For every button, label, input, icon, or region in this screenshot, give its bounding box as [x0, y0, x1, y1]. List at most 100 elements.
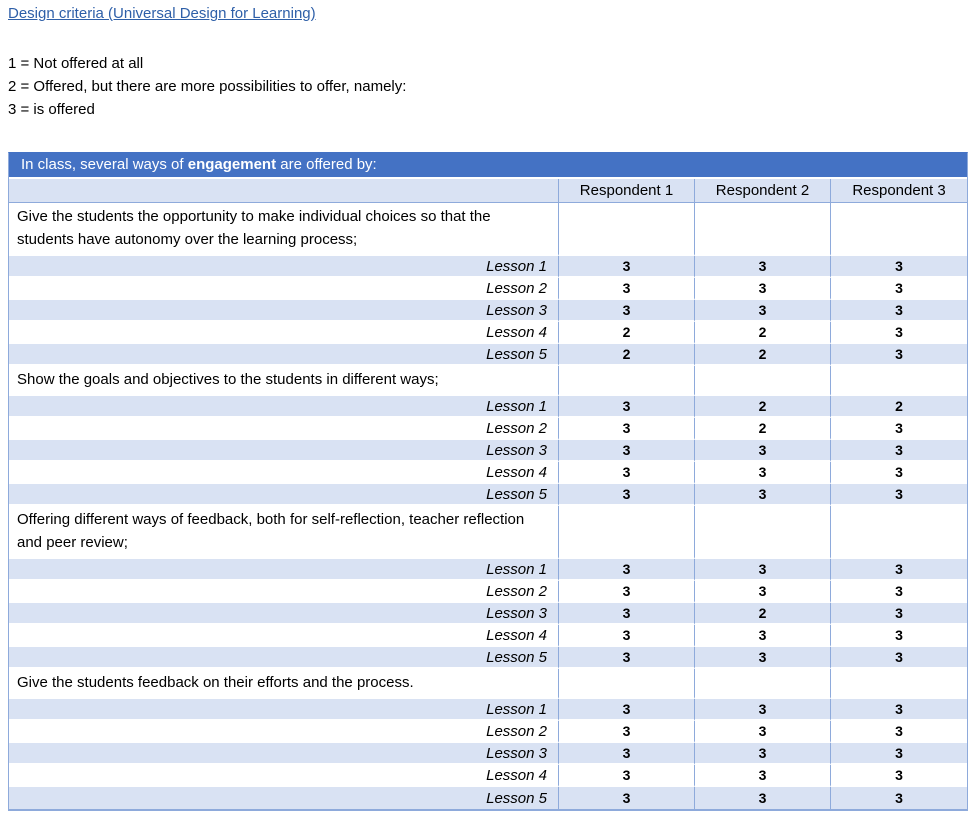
column-header-respondent-3: Respondent 3 [831, 179, 968, 203]
score-cell: 3 [831, 278, 968, 300]
criterion-empty-cell [695, 203, 831, 256]
score-cell: 3 [559, 647, 695, 669]
score-cell: 2 [695, 418, 831, 440]
score-cell: 2 [695, 396, 831, 418]
lesson-label: Lesson 1 [9, 699, 559, 721]
criterion-empty-cell [695, 669, 831, 699]
score-cell: 3 [831, 787, 968, 809]
score-cell: 3 [831, 559, 968, 581]
score-cell: 3 [695, 625, 831, 647]
criterion-empty-cell [831, 203, 968, 256]
score-cell: 3 [831, 743, 968, 765]
score-cell: 3 [831, 721, 968, 743]
score-cell: 3 [831, 440, 968, 462]
score-cell: 2 [695, 344, 831, 366]
score-cell: 3 [695, 647, 831, 669]
column-header-respondent-2: Respondent 2 [695, 179, 831, 203]
score-cell: 3 [695, 721, 831, 743]
banner-prefix: In class, several ways of [21, 156, 188, 173]
legend-line-3: 3 = is offered [8, 101, 95, 118]
criterion-text: Show the goals and objectives to the stu… [9, 366, 559, 396]
lesson-label: Lesson 2 [9, 721, 559, 743]
score-cell: 3 [831, 581, 968, 603]
column-header-respondent-1: Respondent 1 [559, 179, 695, 203]
score-cell: 3 [831, 625, 968, 647]
lesson-label: Lesson 1 [9, 559, 559, 581]
score-cell: 3 [695, 699, 831, 721]
score-cell: 3 [831, 462, 968, 484]
score-cell: 3 [831, 603, 968, 625]
score-cell: 3 [559, 699, 695, 721]
score-cell: 3 [559, 300, 695, 322]
lesson-label: Lesson 1 [9, 396, 559, 418]
criterion-text: Give the students the opportunity to mak… [9, 203, 559, 256]
criterion-empty-cell [831, 366, 968, 396]
table-banner-row: In class, several ways of engagement are… [9, 153, 968, 179]
score-cell: 3 [559, 484, 695, 506]
criterion-empty-cell [559, 506, 695, 559]
score-cell: 3 [695, 462, 831, 484]
table-body: In class, several ways of engagement are… [9, 153, 968, 809]
criterion-empty-cell [559, 203, 695, 256]
lesson-label: Lesson 2 [9, 418, 559, 440]
criterion-text: Give the students feedback on their effo… [9, 669, 559, 699]
score-cell: 2 [695, 322, 831, 344]
criterion-row: Give the students feedback on their effo… [9, 669, 968, 699]
score-legend: 1 = Not offered at all 2 = Offered, but … [8, 52, 968, 121]
score-cell: 3 [695, 440, 831, 462]
score-cell: 3 [559, 462, 695, 484]
score-cell: 3 [559, 256, 695, 278]
criterion-empty-cell [695, 366, 831, 396]
lesson-label: Lesson 4 [9, 765, 559, 787]
lesson-label: Lesson 5 [9, 787, 559, 809]
lesson-label: Lesson 4 [9, 625, 559, 647]
score-cell: 3 [695, 300, 831, 322]
criterion-empty-cell [695, 506, 831, 559]
score-cell: 3 [831, 647, 968, 669]
criterion-empty-cell [831, 506, 968, 559]
legend-line-1: 1 = Not offered at all [8, 55, 144, 72]
score-cell: 3 [559, 581, 695, 603]
lesson-label: Lesson 5 [9, 344, 559, 366]
score-cell: 3 [831, 344, 968, 366]
score-cell: 3 [695, 743, 831, 765]
lesson-label: Lesson 3 [9, 440, 559, 462]
score-cell: 2 [831, 396, 968, 418]
engagement-scores-table: In class, several ways of engagement are… [8, 152, 969, 811]
score-cell: 3 [559, 721, 695, 743]
banner-suffix: are offered by: [276, 156, 377, 173]
score-cell: 3 [831, 418, 968, 440]
criterion-row: Show the goals and objectives to the stu… [9, 366, 968, 396]
score-cell: 3 [695, 256, 831, 278]
score-cell: 3 [559, 418, 695, 440]
score-cell: 3 [559, 278, 695, 300]
score-cell: 3 [695, 787, 831, 809]
legend-line-2: 2 = Offered, but there are more possibil… [8, 78, 407, 95]
lesson-label: Lesson 3 [9, 300, 559, 322]
column-header-empty [9, 179, 559, 203]
lesson-label: Lesson 1 [9, 256, 559, 278]
design-criteria-link[interactable]: Design criteria (Universal Design for Le… [8, 5, 316, 22]
score-cell: 3 [831, 322, 968, 344]
score-cell: 3 [559, 765, 695, 787]
lesson-label: Lesson 3 [9, 743, 559, 765]
score-cell: 3 [695, 765, 831, 787]
score-cell: 3 [695, 581, 831, 603]
lesson-label: Lesson 4 [9, 462, 559, 484]
criterion-empty-cell [559, 366, 695, 396]
